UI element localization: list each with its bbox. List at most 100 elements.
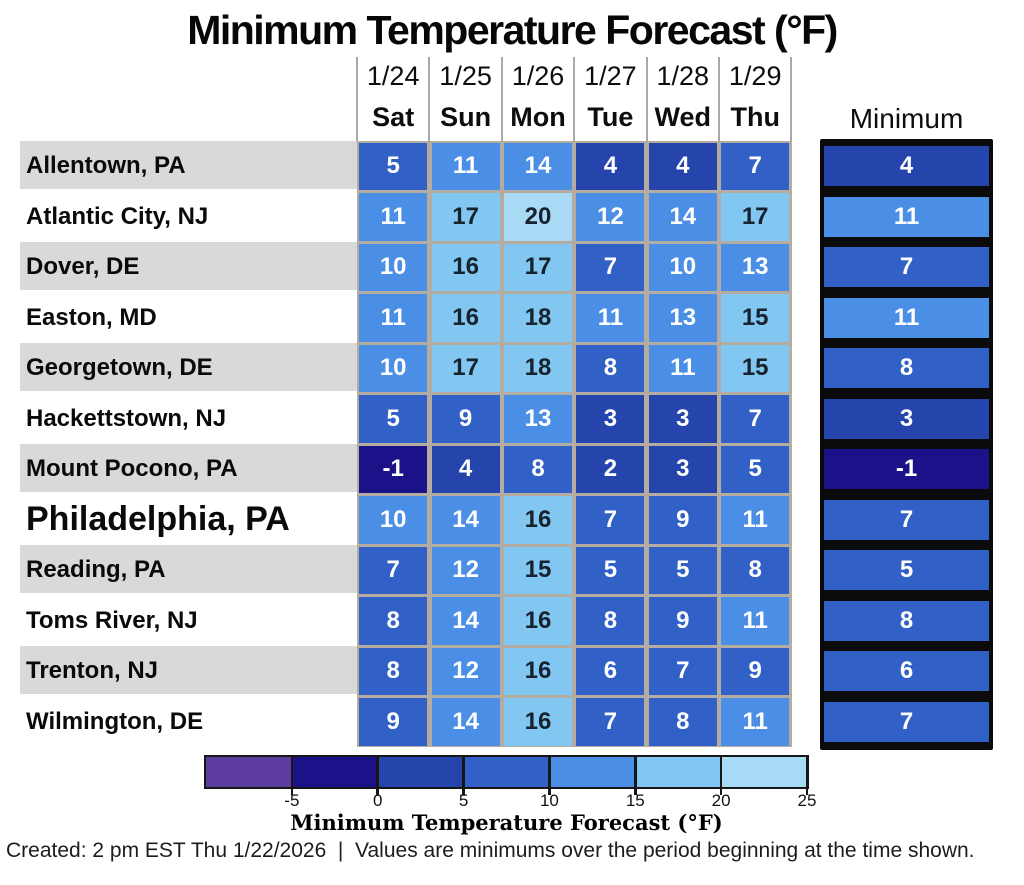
forecast-cell: 14 — [431, 597, 500, 645]
minimum-cell: 5 — [824, 550, 989, 590]
colorbar-tick — [462, 757, 465, 795]
forecast-cell: 14 — [648, 193, 717, 241]
colorbar-tick-label: 25 — [797, 791, 817, 810]
minimum-cell: 6 — [824, 651, 989, 691]
forecast-cell: 4 — [648, 142, 717, 190]
day-header: Thu — [730, 102, 780, 132]
minimum-cell: 7 — [824, 701, 989, 742]
forecast-cell: 11 — [721, 698, 790, 746]
forecast-cell: 18 — [504, 294, 572, 342]
minimum-cell: 3 — [824, 398, 989, 439]
header-separator — [790, 57, 793, 141]
forecast-cell: 9 — [359, 698, 428, 746]
forecast-cell: 3 — [648, 395, 717, 443]
forecast-cell: 15 — [721, 344, 790, 392]
forecast-cell: 5 — [576, 546, 645, 594]
forecast-cell: 17 — [721, 193, 790, 241]
minimum-cell: -1 — [824, 449, 989, 489]
forecast-cell: 17 — [431, 344, 500, 392]
forecast-cell: 7 — [576, 698, 645, 746]
colorbar-tick — [290, 757, 294, 795]
forecast-cell: 20 — [504, 193, 572, 241]
forecast-cell: 5 — [359, 142, 428, 190]
city-label: Hackettstown, NJ — [26, 404, 227, 432]
colorbar-label: Minimum Temperature Forecast (°F) — [290, 810, 723, 835]
date-header: 1/24 — [366, 61, 420, 91]
forecast-cell: 16 — [504, 496, 572, 544]
forecast-cell: 13 — [721, 243, 790, 291]
city-label: Georgetown, DE — [26, 354, 213, 382]
colorbar-tick — [376, 757, 379, 795]
city-label: Easton, MD — [26, 303, 157, 331]
colorbar-tick-label: 10 — [539, 791, 559, 810]
header-separator — [500, 57, 503, 141]
minimum-cell: 8 — [824, 348, 989, 388]
forecast-cell: 3 — [576, 395, 645, 443]
minimum-cell: 4 — [824, 146, 989, 186]
colorbar-tick-label: -5 — [284, 791, 300, 810]
forecast-cell: 11 — [431, 142, 500, 190]
forecast-cell: 11 — [359, 193, 428, 241]
forecast-cell: 7 — [721, 395, 790, 443]
date-header: 1/28 — [656, 61, 710, 91]
forecast-cell: 12 — [431, 546, 500, 594]
forecast-cell: 15 — [504, 546, 572, 594]
caption: Created: 2 pm EST Thu 1/22/2026 | Values… — [6, 839, 975, 862]
minimum-cell: 8 — [824, 600, 989, 641]
forecast-cell: 12 — [431, 647, 500, 695]
forecast-cell: 18 — [504, 344, 572, 392]
colorbar-tick-label: 0 — [372, 791, 383, 810]
forecast-cell: 14 — [504, 142, 572, 190]
forecast-cell: 16 — [504, 597, 572, 645]
city-label: Toms River, NJ — [26, 606, 198, 634]
forecast-cell: 10 — [359, 243, 428, 291]
forecast-cell: 16 — [504, 647, 572, 695]
forecast-cell: 8 — [359, 647, 428, 695]
day-header: Wed — [654, 102, 712, 132]
date-header: 1/27 — [584, 61, 637, 91]
forecast-cell: 2 — [576, 445, 645, 493]
colorbar-tick — [719, 757, 723, 795]
colorbar-tick-label: 15 — [625, 791, 645, 810]
day-header: Sat — [372, 102, 415, 132]
forecast-cell: 3 — [648, 445, 717, 493]
forecast-cell: 14 — [431, 698, 500, 746]
minimum-cell: 11 — [824, 196, 989, 237]
forecast-cell: 16 — [504, 698, 572, 746]
forecast-cell: 8 — [504, 445, 572, 493]
colorbar-segment — [721, 757, 808, 787]
date-header: 1/29 — [728, 61, 782, 91]
forecast-cell: 14 — [431, 496, 500, 544]
forecast-cell: 11 — [359, 294, 428, 342]
minimum-cell: 7 — [824, 247, 989, 287]
city-label: Reading, PA — [26, 556, 166, 584]
forecast-cell: 8 — [359, 597, 428, 645]
minimum-cell: 11 — [824, 297, 989, 338]
forecast-cell: 15 — [721, 294, 790, 342]
city-label: Mount Pocono, PA — [26, 455, 238, 483]
colorbar-tick-label: 5 — [458, 791, 469, 810]
colorbar-segment — [635, 757, 722, 787]
row-band — [20, 343, 357, 391]
colorbar-tick-label: 20 — [711, 791, 731, 810]
row-band — [20, 646, 357, 694]
forecast-cell: -1 — [359, 445, 428, 493]
day-header: Mon — [510, 102, 566, 132]
colorbar-segment — [549, 757, 636, 787]
minimum-cell: 7 — [824, 499, 989, 540]
forecast-cell: 11 — [721, 496, 790, 544]
colorbar-tick — [548, 757, 551, 795]
colorbar-segment — [206, 757, 293, 787]
date-header: 1/26 — [511, 61, 565, 91]
forecast-cell: 17 — [431, 193, 500, 241]
city-label: Wilmington, DE — [26, 707, 204, 735]
colorbar-segment — [377, 757, 465, 787]
page-title: Minimum Temperature Forecast (°F) — [187, 7, 838, 53]
city-label: Trenton, NJ — [26, 657, 159, 685]
forecast-cell: 6 — [576, 647, 645, 695]
forecast-cell: 9 — [648, 496, 717, 544]
forecast-cell: 10 — [359, 344, 428, 392]
row-band — [20, 141, 357, 189]
city-label: Atlantic City, NJ — [26, 202, 209, 230]
forecast-cell: 5 — [648, 546, 717, 594]
